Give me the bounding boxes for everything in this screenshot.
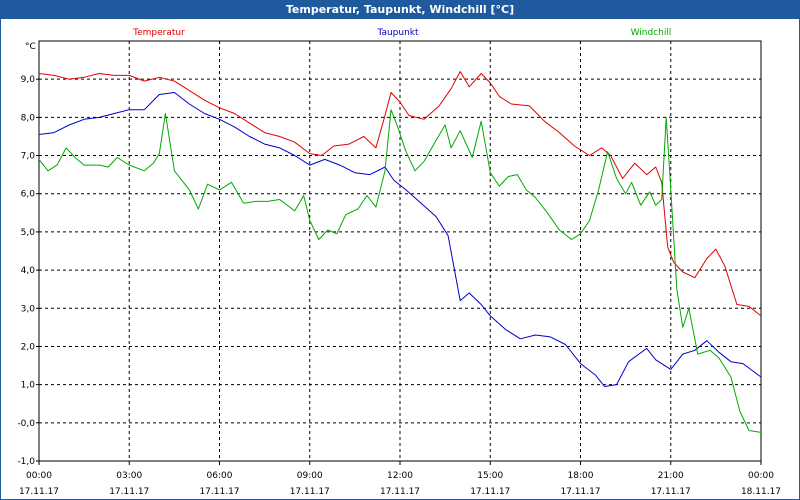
x-axis: 00:00 17.11.17 03:00 17.11.17 06:00 17.11.17 0… <box>19 461 781 497</box>
x-tick-date-label: 17.11.17 <box>560 487 600 497</box>
x-tick-time-label: 15:00 <box>477 471 503 481</box>
y-tick-label: -1,0 <box>17 457 35 467</box>
x-tick-time-label: 12:00 <box>387 471 413 481</box>
x-tick-date-label: 18.11.17 <box>741 487 781 497</box>
y-tick-label: 1,0 <box>21 381 36 391</box>
x-tick-date-label: 17.11.17 <box>290 487 330 497</box>
x-tick-date-label: 17.11.17 <box>651 487 691 497</box>
x-tick-time-label: 03:00 <box>116 471 142 481</box>
y-tick-label: 3,0 <box>21 304 36 314</box>
x-tick-time-label: 21:00 <box>658 471 684 481</box>
y-tick-label: 2,0 <box>21 342 36 352</box>
x-tick-time-label: 06:00 <box>207 471 233 481</box>
x-tick-time-label: 18:00 <box>568 471 594 481</box>
series-line-windchill <box>38 109 762 433</box>
x-tick-time-label: 09:00 <box>297 471 323 481</box>
x-tick-date-label: 17.11.17 <box>470 487 510 497</box>
legend: Temperatur Taupunkt Windchill <box>132 28 671 38</box>
legend-item-windchill: Windchill <box>631 28 672 38</box>
series-lines <box>38 71 762 433</box>
x-tick-date-label: 17.11.17 <box>199 487 239 497</box>
x-tick-date-label: 17.11.17 <box>19 487 59 497</box>
y-tick-label: 5,0 <box>21 228 36 238</box>
y-tick-label: 7,0 <box>21 152 36 162</box>
series-line-temperatur <box>38 71 762 317</box>
y-axis-unit-label: °C <box>25 42 36 52</box>
y-axis: °C -1,0 -0,0 1,0 2,0 3,0 4,0 5,0 6,0 7,0 8,0 9,0 <box>17 42 39 467</box>
series-line-taupunkt <box>38 92 762 387</box>
legend-item-taupunkt: Taupunkt <box>376 28 419 38</box>
y-tick-label: 8,0 <box>21 113 36 123</box>
y-tick-label: 6,0 <box>21 190 36 200</box>
y-tick-label: -0,0 <box>17 419 35 429</box>
x-tick-date-label: 17.11.17 <box>109 487 149 497</box>
chart-title: Temperatur, Taupunkt, Windchill [°C] <box>1 1 799 19</box>
x-tick-time-label: 00:00 <box>748 471 774 481</box>
grid-lines <box>39 41 761 461</box>
x-tick-date-label: 17.11.17 <box>380 487 420 497</box>
y-tick-label: 4,0 <box>21 266 36 276</box>
legend-item-temperatur: Temperatur <box>132 28 185 38</box>
y-tick-label: 9,0 <box>21 75 36 85</box>
x-tick-time-label: 00:00 <box>26 471 52 481</box>
